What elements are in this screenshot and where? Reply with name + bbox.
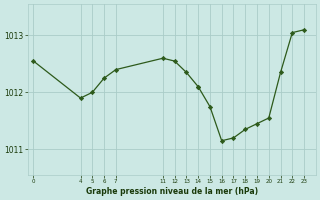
X-axis label: Graphe pression niveau de la mer (hPa): Graphe pression niveau de la mer (hPa) xyxy=(86,187,258,196)
